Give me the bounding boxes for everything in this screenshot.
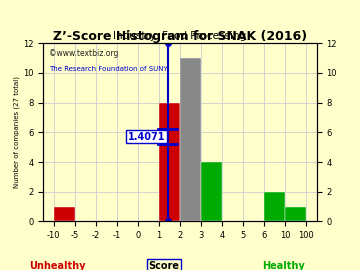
Y-axis label: Number of companies (27 total): Number of companies (27 total) bbox=[14, 76, 20, 188]
Text: Score: Score bbox=[148, 261, 179, 270]
Bar bbox=[54, 207, 75, 221]
Text: Unhealthy: Unhealthy bbox=[29, 261, 85, 270]
Bar bbox=[180, 58, 201, 221]
Bar bbox=[159, 103, 180, 221]
Title: Z’-Score Histogram for SNAK (2016): Z’-Score Histogram for SNAK (2016) bbox=[53, 30, 307, 43]
Text: 1.4071: 1.4071 bbox=[128, 132, 165, 142]
Text: Healthy: Healthy bbox=[262, 261, 305, 270]
Bar bbox=[201, 162, 222, 221]
Text: Industry: Food Processing: Industry: Food Processing bbox=[113, 31, 247, 41]
Text: The Research Foundation of SUNY: The Research Foundation of SUNY bbox=[49, 66, 167, 72]
Bar bbox=[264, 192, 285, 221]
Text: ©www.textbiz.org: ©www.textbiz.org bbox=[49, 49, 118, 58]
Bar bbox=[285, 207, 306, 221]
